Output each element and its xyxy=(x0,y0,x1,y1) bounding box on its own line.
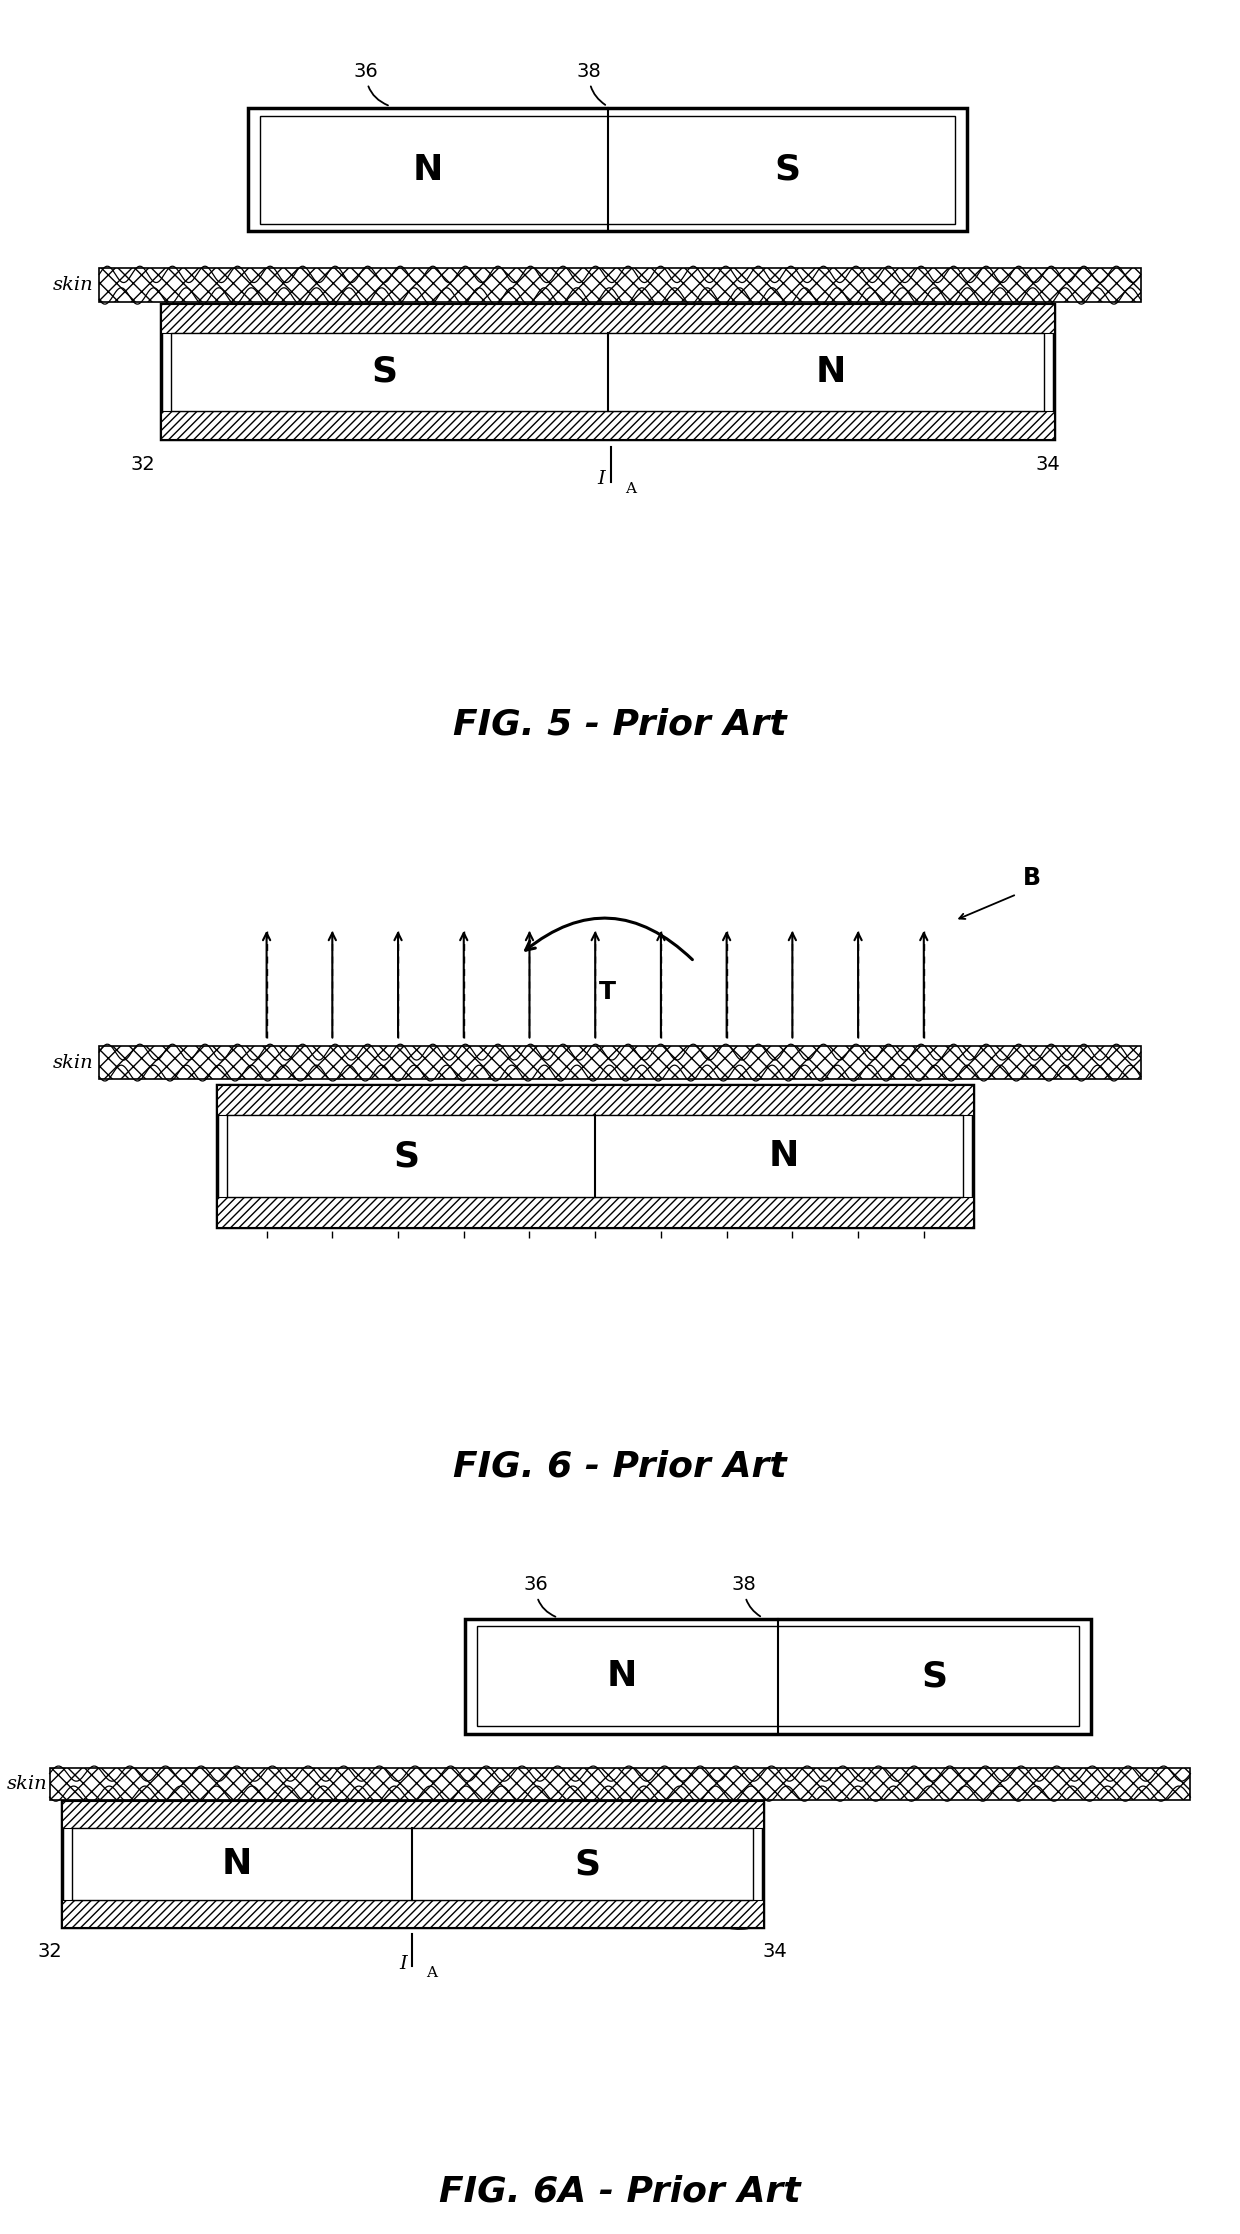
Text: I: I xyxy=(598,469,605,489)
Text: A: A xyxy=(427,1966,438,1979)
Bar xyxy=(248,107,967,232)
Text: N: N xyxy=(606,1660,636,1693)
Bar xyxy=(99,264,1141,306)
Text: S: S xyxy=(921,1660,947,1693)
Text: N: N xyxy=(413,152,443,188)
Bar xyxy=(50,1763,1190,1803)
Bar xyxy=(161,304,1054,440)
Bar xyxy=(217,1197,973,1226)
Text: FIG. 6A - Prior Art: FIG. 6A - Prior Art xyxy=(439,2174,801,2207)
Text: 32: 32 xyxy=(37,1941,62,1961)
Bar xyxy=(62,1801,763,1827)
Bar xyxy=(161,411,1054,440)
Text: S: S xyxy=(371,355,398,389)
Text: S: S xyxy=(774,152,801,188)
Text: A: A xyxy=(625,483,636,496)
Bar xyxy=(99,1041,1141,1083)
Text: 36: 36 xyxy=(523,1575,556,1617)
Bar xyxy=(171,333,1044,411)
Text: 34: 34 xyxy=(1035,456,1060,474)
Text: skin: skin xyxy=(6,1774,47,1792)
Text: S: S xyxy=(574,1848,600,1881)
Text: skin: skin xyxy=(52,277,93,295)
Bar xyxy=(465,1620,1091,1734)
Text: T: T xyxy=(599,981,616,1005)
Text: N: N xyxy=(769,1139,800,1173)
Text: N: N xyxy=(816,355,846,389)
Bar xyxy=(161,304,1054,333)
Bar xyxy=(227,1115,963,1197)
Bar xyxy=(217,1086,973,1115)
Bar xyxy=(217,1086,973,1226)
Bar xyxy=(99,268,1141,302)
Bar xyxy=(50,1767,1190,1801)
Text: N: N xyxy=(222,1848,252,1881)
Text: I: I xyxy=(399,1955,407,1973)
Text: 38: 38 xyxy=(732,1575,760,1617)
Bar xyxy=(99,1046,1141,1079)
Bar xyxy=(62,1801,763,1926)
Bar xyxy=(72,1827,753,1901)
Text: S: S xyxy=(393,1139,419,1173)
Text: B: B xyxy=(1023,867,1042,891)
Bar xyxy=(260,116,955,223)
Text: 34: 34 xyxy=(763,1941,787,1961)
Bar xyxy=(62,1901,763,1926)
Text: FIG. 6 - Prior Art: FIG. 6 - Prior Art xyxy=(453,1450,787,1483)
Text: 38: 38 xyxy=(577,63,605,105)
Text: skin: skin xyxy=(52,1054,93,1072)
Text: 32: 32 xyxy=(130,456,155,474)
Text: FIG. 5 - Prior Art: FIG. 5 - Prior Art xyxy=(453,708,787,742)
Text: 36: 36 xyxy=(353,63,388,105)
Bar xyxy=(477,1626,1079,1727)
